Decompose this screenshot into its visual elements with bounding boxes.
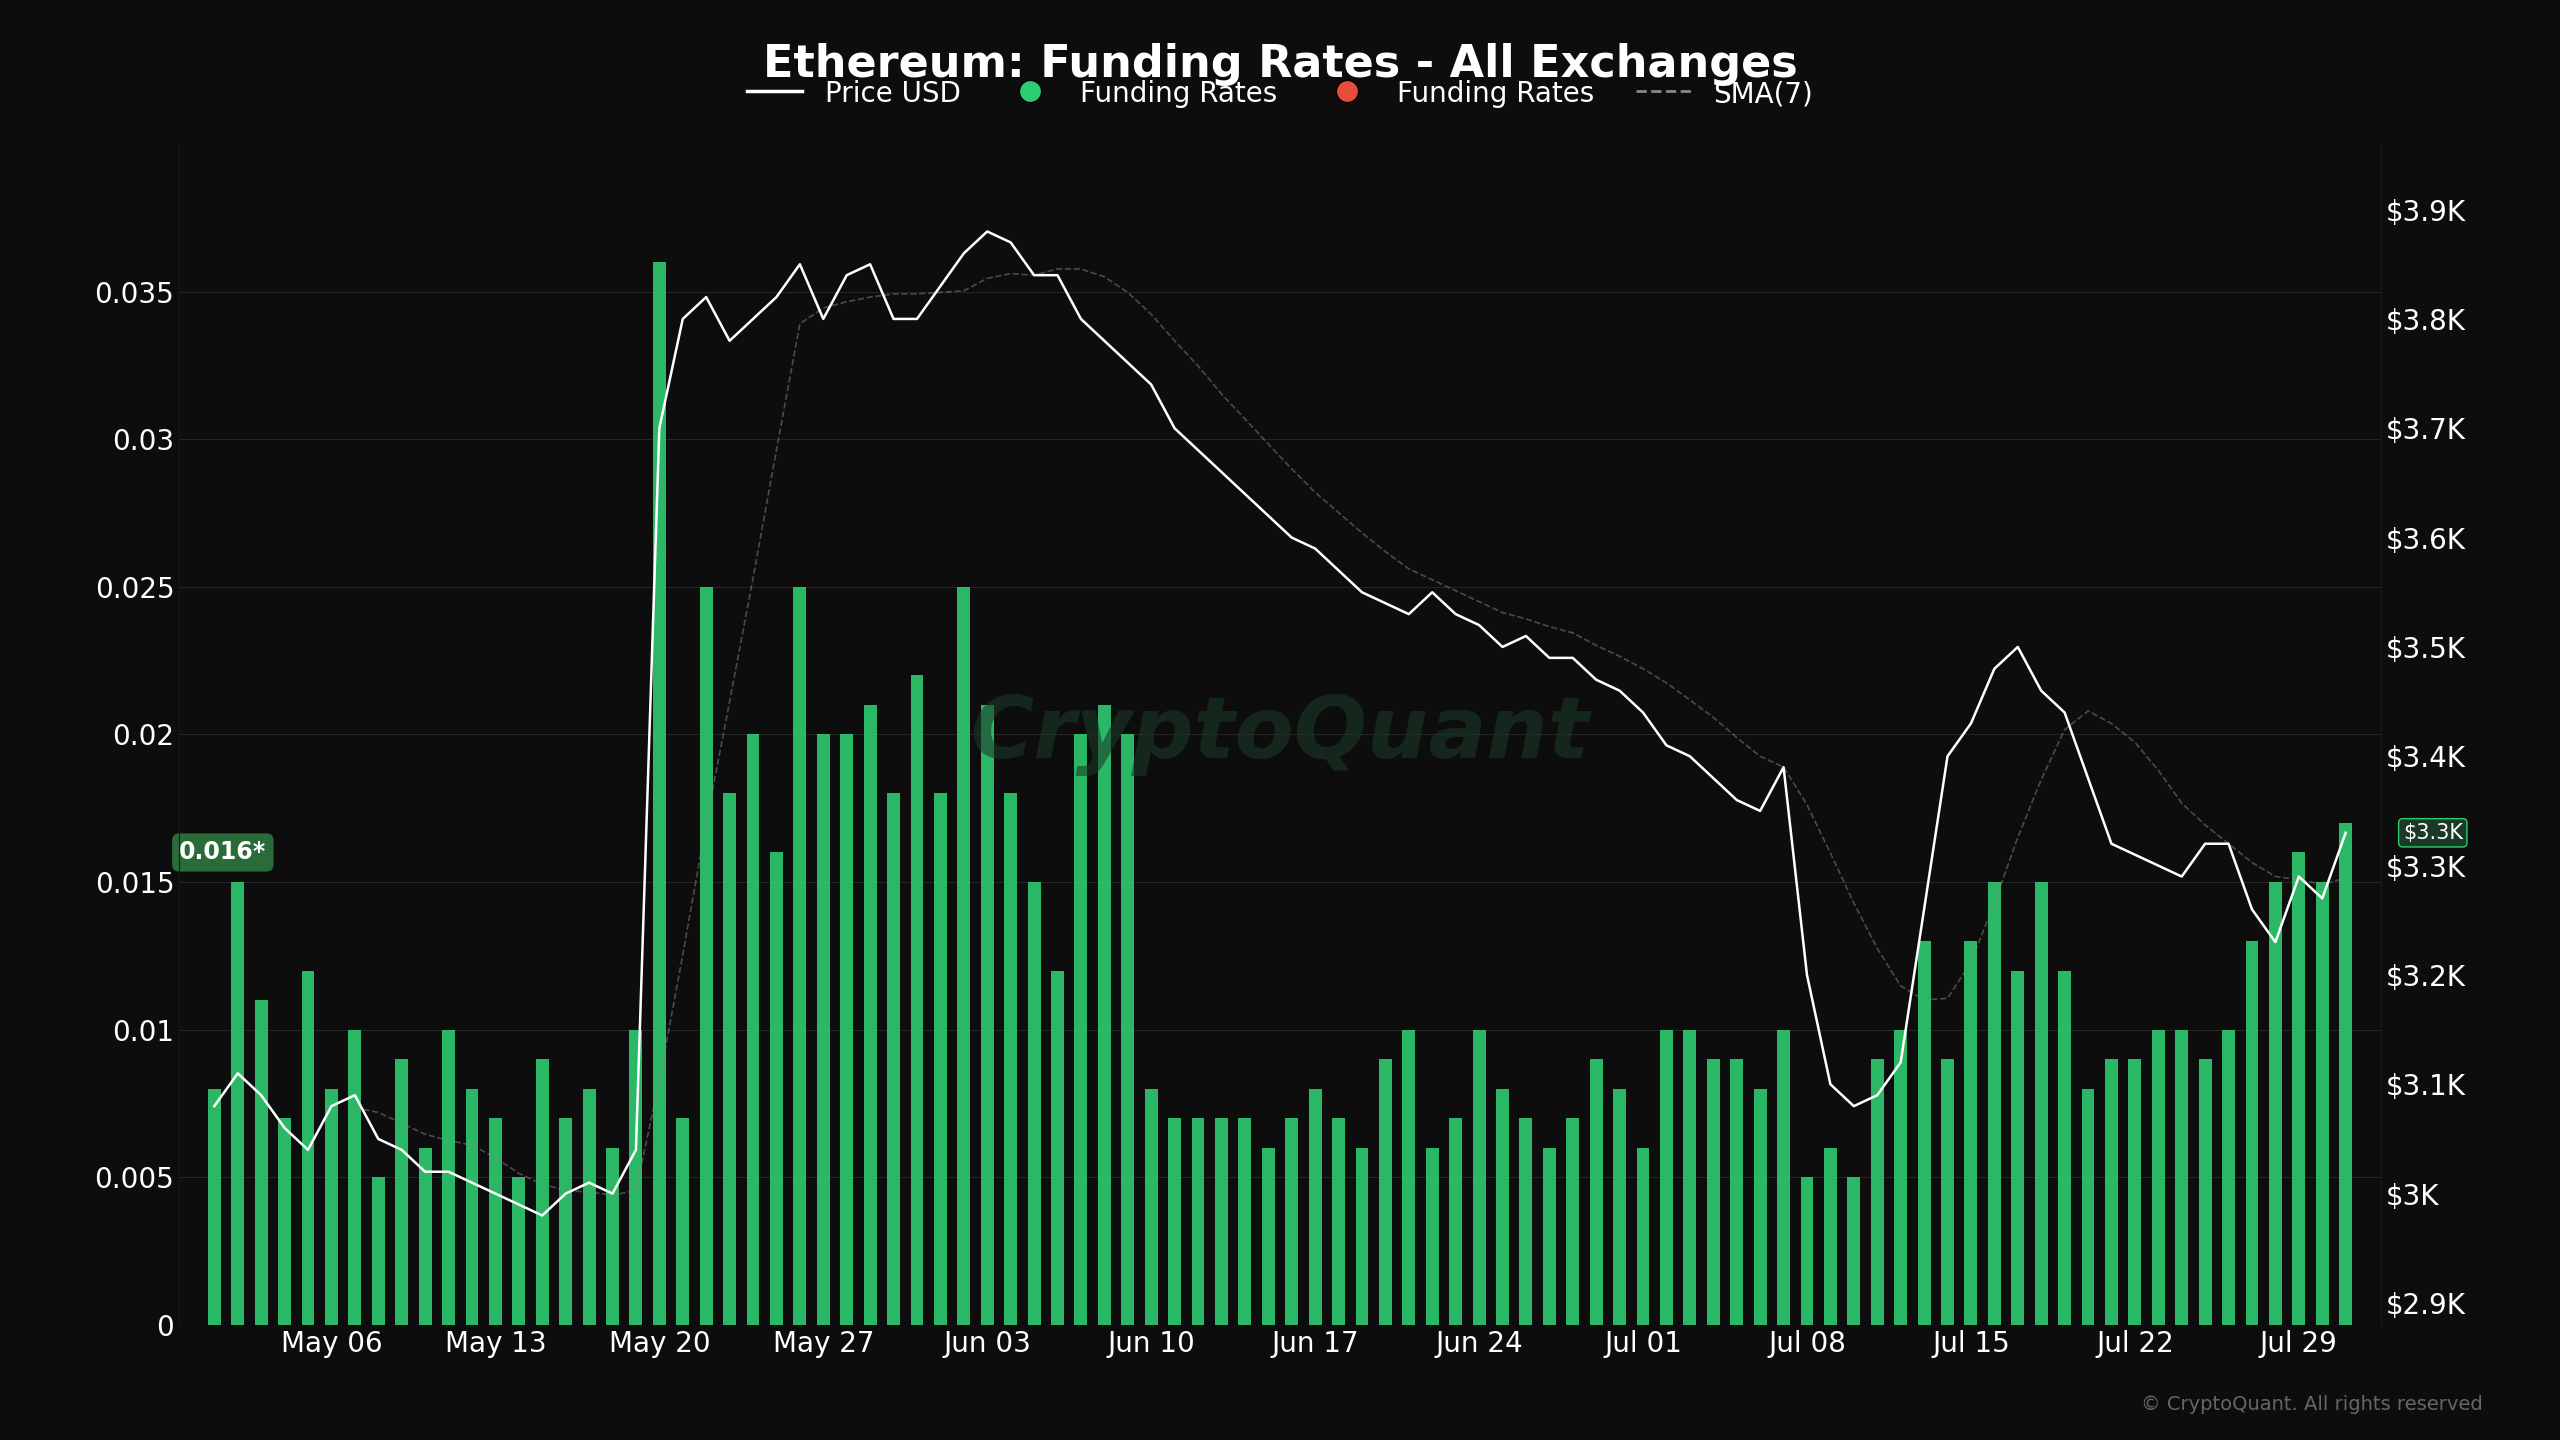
Bar — [1075, 734, 1088, 1325]
Bar — [1823, 1148, 1838, 1325]
Bar — [489, 1117, 502, 1325]
Bar — [1731, 1060, 1743, 1325]
Bar — [2199, 1060, 2212, 1325]
Bar — [1590, 1060, 1603, 1325]
Bar — [466, 1089, 479, 1325]
Bar — [676, 1117, 689, 1325]
Bar — [607, 1148, 620, 1325]
Bar — [1495, 1089, 1508, 1325]
Bar — [1331, 1117, 1344, 1325]
Bar — [2127, 1060, 2140, 1325]
Bar — [371, 1178, 384, 1325]
Bar — [348, 1030, 361, 1325]
Bar — [1964, 942, 1976, 1325]
Bar — [256, 1001, 269, 1325]
Bar — [794, 588, 806, 1325]
Bar — [230, 881, 243, 1325]
Bar — [2035, 881, 2048, 1325]
Bar — [1144, 1089, 1157, 1325]
Bar — [1239, 1117, 1252, 1325]
Bar — [1848, 1178, 1861, 1325]
Bar — [1708, 1060, 1720, 1325]
Bar — [1357, 1148, 1370, 1325]
Bar — [840, 734, 852, 1325]
Bar — [1800, 1178, 1812, 1325]
Text: © CryptoQuant. All rights reserved: © CryptoQuant. All rights reserved — [2143, 1395, 2483, 1414]
Bar — [1380, 1060, 1393, 1325]
Bar — [1449, 1117, 1462, 1325]
Bar — [302, 971, 315, 1325]
Bar — [699, 588, 712, 1325]
Bar — [1308, 1089, 1321, 1325]
Bar — [748, 734, 760, 1325]
Text: 0.016*: 0.016* — [179, 841, 266, 864]
Bar — [420, 1148, 433, 1325]
Bar — [207, 1089, 220, 1325]
Bar — [1004, 793, 1016, 1325]
Bar — [443, 1030, 456, 1325]
Bar — [1285, 1117, 1298, 1325]
Bar — [2153, 1030, 2166, 1325]
Bar — [934, 793, 947, 1325]
Bar — [2081, 1089, 2094, 1325]
Bar — [535, 1060, 548, 1325]
Bar — [1544, 1148, 1556, 1325]
Bar — [1613, 1089, 1626, 1325]
Bar — [957, 588, 970, 1325]
Bar — [1167, 1117, 1180, 1325]
Bar — [1052, 971, 1065, 1325]
Bar — [1917, 942, 1930, 1325]
Bar — [1567, 1117, 1580, 1325]
Bar — [1216, 1117, 1229, 1325]
Bar — [2176, 1030, 2189, 1325]
Bar — [584, 1089, 596, 1325]
Bar — [1098, 704, 1111, 1325]
Bar — [1403, 1030, 1416, 1325]
Text: $3.3K: $3.3K — [2404, 822, 2463, 842]
Bar — [911, 675, 924, 1325]
Bar — [888, 793, 901, 1325]
Bar — [325, 1089, 338, 1325]
Bar — [1940, 1060, 1953, 1325]
Bar — [1684, 1030, 1697, 1325]
Bar — [1659, 1030, 1672, 1325]
Bar — [1472, 1030, 1485, 1325]
Bar — [1027, 881, 1039, 1325]
Bar — [863, 704, 876, 1325]
Bar — [1262, 1148, 1275, 1325]
Bar — [1190, 1117, 1203, 1325]
Bar — [2268, 881, 2281, 1325]
Bar — [2317, 881, 2330, 1325]
Bar — [771, 852, 783, 1325]
Bar — [722, 793, 737, 1325]
Bar — [1754, 1089, 1766, 1325]
Bar — [1521, 1117, 1533, 1325]
Bar — [2058, 971, 2071, 1325]
Bar — [512, 1178, 525, 1325]
Bar — [2012, 971, 2025, 1325]
Bar — [1989, 881, 2002, 1325]
Bar — [1636, 1148, 1649, 1325]
Bar — [1871, 1060, 1884, 1325]
Bar — [279, 1117, 292, 1325]
Bar — [630, 1030, 643, 1325]
Bar — [653, 262, 666, 1325]
Bar — [2104, 1060, 2117, 1325]
Bar — [394, 1060, 407, 1325]
Text: Ethereum: Funding Rates - All Exchanges: Ethereum: Funding Rates - All Exchanges — [763, 43, 1797, 86]
Bar — [2340, 824, 2353, 1325]
Bar — [1777, 1030, 1789, 1325]
Bar — [817, 734, 829, 1325]
Bar — [558, 1117, 571, 1325]
Bar — [2222, 1030, 2235, 1325]
Bar — [980, 704, 993, 1325]
Bar — [2245, 942, 2258, 1325]
Legend: Price USD, Funding Rates, Funding Rates, SMA(7): Price USD, Funding Rates, Funding Rates,… — [735, 69, 1825, 120]
Bar — [1121, 734, 1134, 1325]
Text: CryptoQuant: CryptoQuant — [970, 693, 1590, 776]
Bar — [1894, 1030, 1907, 1325]
Bar — [2291, 852, 2304, 1325]
Bar — [1426, 1148, 1439, 1325]
